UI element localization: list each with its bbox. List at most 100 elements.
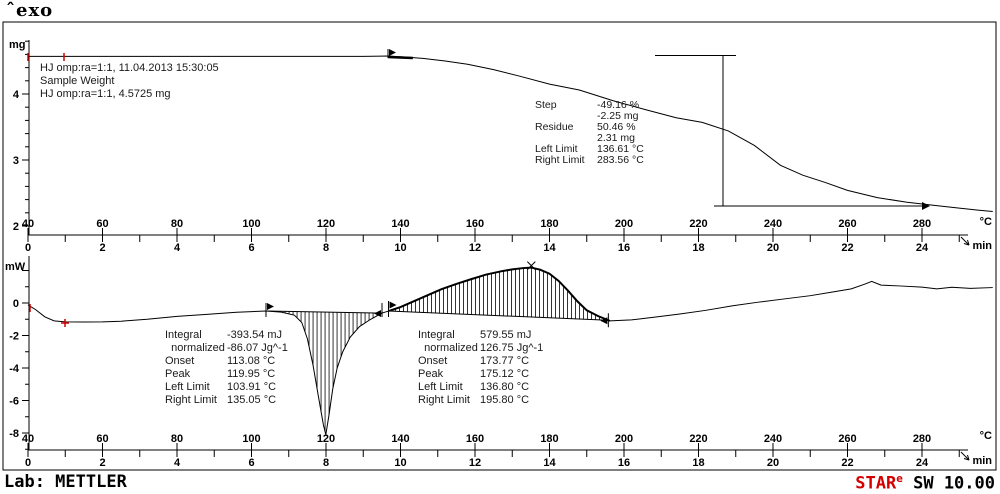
step-row-label: Left Limit (535, 142, 578, 155)
software-e-superscript: e (896, 472, 903, 485)
time-tick-label: 20 (767, 457, 779, 469)
step-bracket-arrow (922, 202, 930, 210)
temp-tick-label: 40 (22, 218, 34, 230)
tga-measured-segment (387, 55, 413, 60)
dsc-measured-segment (389, 266, 611, 322)
temp-tick-label: 240 (764, 433, 782, 445)
exo-left-limit-arrow (389, 301, 397, 309)
temp-tick-label: 40 (22, 433, 34, 445)
plot-frame-border (2, 21, 997, 471)
endo-row-label: Left Limit (165, 380, 210, 393)
time-tick-label: 12 (469, 242, 481, 254)
exo-baseline (388, 310, 609, 321)
time-tick-label: 18 (692, 242, 704, 254)
time-tick-label: 24 (916, 457, 929, 469)
endo-row-value: -393.54 mJ (227, 329, 283, 341)
axis-end-arrow (967, 454, 970, 461)
temp-tick-label: 80 (171, 433, 183, 445)
mg-tick-label: 3 (13, 155, 19, 167)
endo-row-label: Right Limit (165, 393, 217, 406)
temp-tick-label: 200 (615, 218, 633, 230)
temp-tick-label: 280 (913, 433, 931, 445)
temp-tick-label: 100 (242, 433, 260, 445)
temp-tick-label: 120 (317, 218, 335, 230)
mg-tick-label: 4 (13, 89, 20, 101)
temp-tick-label: 220 (689, 218, 707, 230)
exo-row-value: 175.12 °C (480, 367, 530, 380)
temp-tick-label: 200 (615, 433, 633, 445)
temp-tick-label: 140 (391, 218, 409, 230)
exo-row-value: 579.55 mJ (480, 329, 532, 341)
mw-tick-label: -2 (9, 331, 19, 343)
time-tick-label: 4 (174, 457, 181, 469)
exo-row-label: Integral (418, 329, 455, 341)
time-tick-label: 16 (618, 242, 630, 254)
endo-row-label: Onset (165, 354, 195, 367)
time-tick-label: 0 (25, 457, 31, 469)
step-row-value: 2.31 mg (597, 131, 635, 144)
tga-curve (28, 55, 993, 212)
time-tick-label: 24 (916, 242, 929, 254)
temp-tick-label: 60 (96, 218, 108, 230)
time-tick-label: 12 (469, 457, 481, 469)
software-star-text: STAR (855, 473, 897, 494)
exo-direction-label: ˆexo (6, 0, 54, 21)
endo-row-label: Peak (165, 367, 191, 380)
axis-end-arrow (960, 451, 970, 461)
exo-row-label: Left Limit (418, 380, 463, 393)
step-row-value: 283.56 °C (597, 153, 644, 166)
time-tick-label: 16 (618, 457, 630, 469)
temp-tick-label: 60 (96, 433, 108, 445)
temp-tick-label: 160 (466, 218, 484, 230)
temp-tick-label: 220 (689, 433, 707, 445)
temp-tick-label: 80 (171, 218, 183, 230)
exo-row-label: Right Limit (418, 393, 470, 406)
time-tick-label: 18 (692, 457, 704, 469)
dsc-y-unit-label: mW (5, 261, 26, 273)
exo-row-value: 126.75 Jg^-1 (480, 341, 544, 354)
time-tick-label: 6 (248, 457, 254, 469)
temp-tick-label: 140 (391, 433, 409, 445)
exo-row-value: 173.77 °C (480, 354, 530, 367)
lab-label: Lab: METTLER (4, 472, 127, 492)
temp-tick-label: 180 (540, 433, 558, 445)
exo-row-value: 136.80 °C (480, 380, 530, 393)
step-row-label: Right Limit (535, 153, 585, 166)
step-row-value: -2.25 mg (597, 109, 639, 122)
endo-row-value: 103.91 °C (227, 380, 277, 393)
mw-tick-label: -8 (9, 428, 19, 440)
time-tick-label: 0 (25, 242, 31, 254)
time-tick-label: 14 (543, 457, 556, 469)
tga-temp-unit-label: °C (979, 216, 992, 228)
time-tick-label: 2 (99, 242, 105, 254)
time-tick-label: 22 (841, 242, 853, 254)
endo-left-limit-arrow (267, 303, 274, 310)
step-row-value: 50.46 % (597, 120, 636, 133)
step-row-value: -49.16 % (597, 99, 640, 111)
step-row-label: Step (535, 99, 557, 111)
temp-tick-label: 280 (913, 218, 931, 230)
step-row-label: Residue (535, 120, 574, 133)
time-tick-label: 8 (323, 457, 329, 469)
dsc-time-unit-label: min (972, 455, 992, 467)
sample-info-block: HJ omp:ra=1:1, 11.04.2013 15:30:05 Sampl… (40, 62, 219, 101)
exo-row-value: 195.80 °C (480, 393, 530, 406)
temp-tick-label: 180 (540, 218, 558, 230)
software-version-label: STARe SW 10.00 (855, 472, 995, 494)
tga-time-unit-label: min (972, 240, 992, 252)
axis-end-arrow (967, 239, 970, 246)
axis-end-arrow (963, 458, 970, 461)
axis-end-arrow (963, 243, 970, 246)
endo-row-value: 113.08 °C (227, 354, 276, 367)
endo-right-limit-arrow (374, 310, 381, 317)
time-tick-label: 6 (248, 242, 254, 254)
sample-info-line-1: HJ omp:ra=1:1, 11.04.2013 15:30:05 (40, 62, 219, 74)
exo-row-label: normalized (418, 341, 478, 354)
endo-row-value: 119.95 °C (227, 367, 276, 380)
step-row-label (535, 133, 597, 144)
exo-row-label: Peak (418, 367, 444, 380)
exo-right-limit-arrow (600, 317, 608, 325)
step-row-value: 136.61 °C (597, 142, 644, 155)
